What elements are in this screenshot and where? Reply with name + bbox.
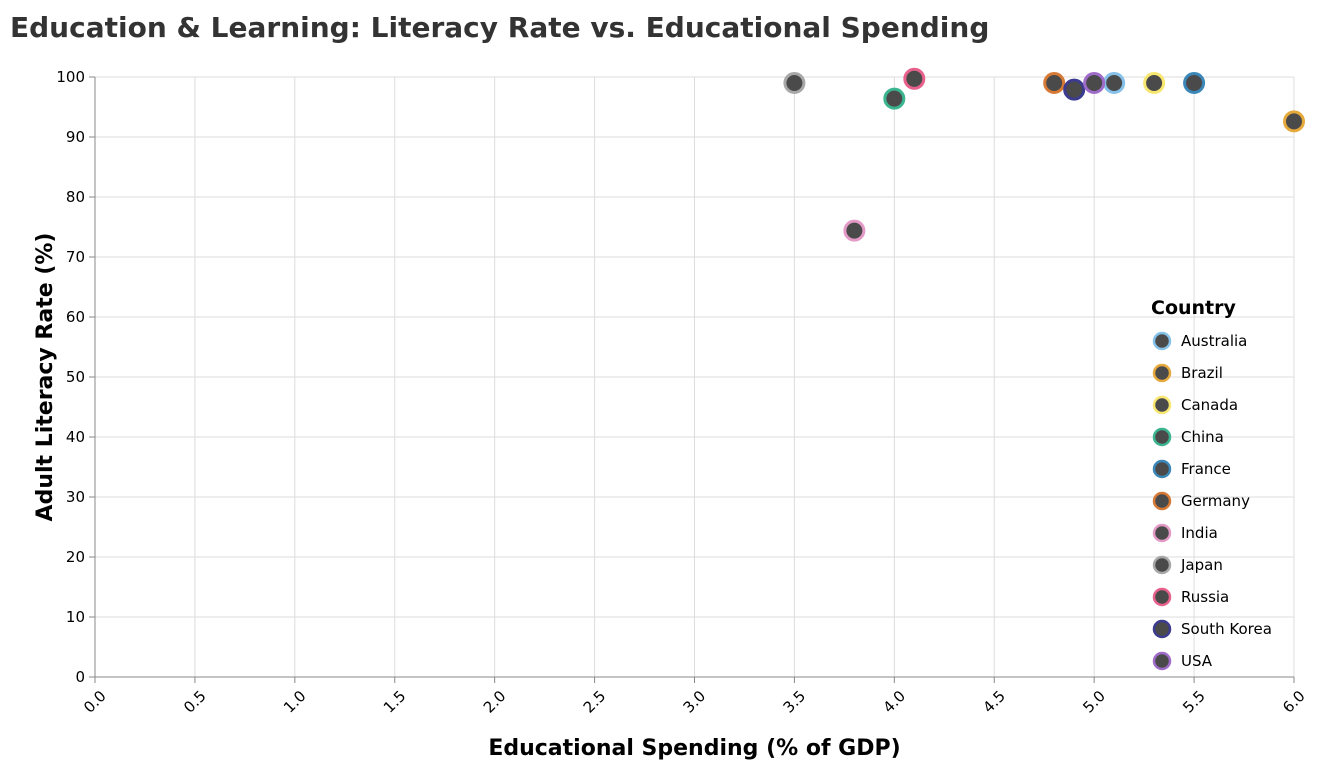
- x-tick-label: 5.5: [1179, 687, 1209, 717]
- legend-symbol: [1152, 491, 1172, 511]
- legend-label: South Korea: [1181, 620, 1272, 638]
- legend-label: Japan: [1180, 556, 1223, 574]
- data-point-france[interactable]: [1183, 72, 1206, 94]
- legend-item-france: France: [1152, 459, 1231, 479]
- x-tick-label: 1.5: [380, 687, 410, 717]
- data-point-india[interactable]: [843, 219, 866, 242]
- y-tick-label: 100: [56, 68, 85, 86]
- legend-symbol: [1152, 523, 1172, 543]
- legend-item-brazil: Brazil: [1152, 363, 1223, 383]
- legend-item-germany: Germany: [1152, 491, 1250, 511]
- legend-symbol: [1152, 555, 1172, 575]
- data-point-russia[interactable]: [903, 67, 926, 90]
- legend: Country Australia Brazil Canada China France…: [1151, 297, 1272, 671]
- y-tick-label: 40: [66, 428, 85, 446]
- legend-label: Canada: [1181, 396, 1238, 414]
- x-tick-label: 4.0: [879, 687, 909, 717]
- x-axis-title: Educational Spending (% of GDP): [488, 736, 900, 761]
- legend-label: USA: [1181, 652, 1213, 670]
- legend-label: Germany: [1181, 492, 1250, 510]
- legend-item-australia: Australia: [1152, 331, 1247, 351]
- x-tick-label: 3.0: [680, 687, 710, 717]
- x-tick-label: 5.0: [1079, 687, 1109, 717]
- x-tick-label: 0.5: [180, 687, 210, 717]
- legend-title: Country: [1151, 297, 1237, 319]
- x-tick-label: 0.0: [80, 687, 110, 717]
- legend-symbol: [1152, 363, 1172, 383]
- x-tick-label: 6.0: [1279, 687, 1309, 717]
- legend-label: China: [1181, 428, 1224, 446]
- legend-item-china: China: [1152, 427, 1224, 447]
- y-tick-label: 70: [66, 248, 85, 266]
- data-point-china[interactable]: [883, 87, 906, 110]
- legend-symbol: [1152, 459, 1172, 479]
- legend-item-canada: Canada: [1152, 395, 1238, 415]
- data-point-usa[interactable]: [1083, 72, 1106, 94]
- data-point-australia[interactable]: [1103, 72, 1126, 94]
- chart-title: Education & Learning: Literacy Rate vs. …: [10, 11, 989, 44]
- y-tick-label: 90: [66, 128, 85, 146]
- legend-symbol: [1152, 427, 1172, 447]
- x-tick-label: 3.5: [780, 687, 810, 717]
- y-tick-label: 50: [66, 368, 85, 386]
- y-tick-label: 60: [66, 308, 85, 326]
- y-tick-label: 80: [66, 188, 85, 206]
- legend-label: Brazil: [1181, 364, 1223, 382]
- data-point-canada[interactable]: [1143, 72, 1166, 94]
- y-axis-title: Adult Literacy Rate (%): [33, 233, 58, 522]
- x-axis-ticks: 0.0 0.5 1.0 1.5 2.0 2.5 3.0 3.5 4.0 4.5 5.0 5.5 6.0: [80, 677, 1309, 717]
- data-point-south-korea[interactable]: [1063, 78, 1086, 101]
- y-tick-label: 20: [66, 548, 85, 566]
- legend-symbol: [1152, 395, 1172, 415]
- x-tick-label: 1.0: [280, 687, 310, 717]
- legend-item-usa: USA: [1152, 651, 1213, 671]
- grid-lines: [95, 76, 1295, 677]
- data-point-germany[interactable]: [1043, 72, 1066, 94]
- legend-label: India: [1181, 524, 1218, 542]
- legend-item-japan: Japan: [1152, 555, 1223, 575]
- y-tick-label: 0: [75, 668, 85, 686]
- x-tick-label: 2.5: [580, 687, 610, 717]
- x-tick-label: 2.0: [480, 687, 510, 717]
- legend-symbol: [1152, 331, 1172, 351]
- data-point-japan[interactable]: [783, 72, 806, 94]
- legend-item-india: India: [1152, 523, 1218, 543]
- legend-label: Australia: [1181, 332, 1247, 350]
- legend-symbol: [1152, 651, 1172, 671]
- x-tick-label: 4.5: [979, 687, 1009, 717]
- legend-symbol: [1152, 587, 1172, 607]
- legend-label: France: [1181, 460, 1231, 478]
- y-axis-ticks: 0 10 20 30 40 50 60 70 80 90 100: [56, 68, 95, 686]
- legend-label: Russia: [1181, 588, 1229, 606]
- data-point-brazil[interactable]: [1283, 110, 1305, 133]
- y-tick-label: 30: [66, 488, 85, 506]
- legend-item-russia: Russia: [1152, 587, 1229, 607]
- legend-symbol: [1152, 619, 1172, 639]
- data-points: [783, 67, 1305, 242]
- y-tick-label: 10: [66, 608, 85, 626]
- legend-item-south-korea: South Korea: [1152, 619, 1272, 639]
